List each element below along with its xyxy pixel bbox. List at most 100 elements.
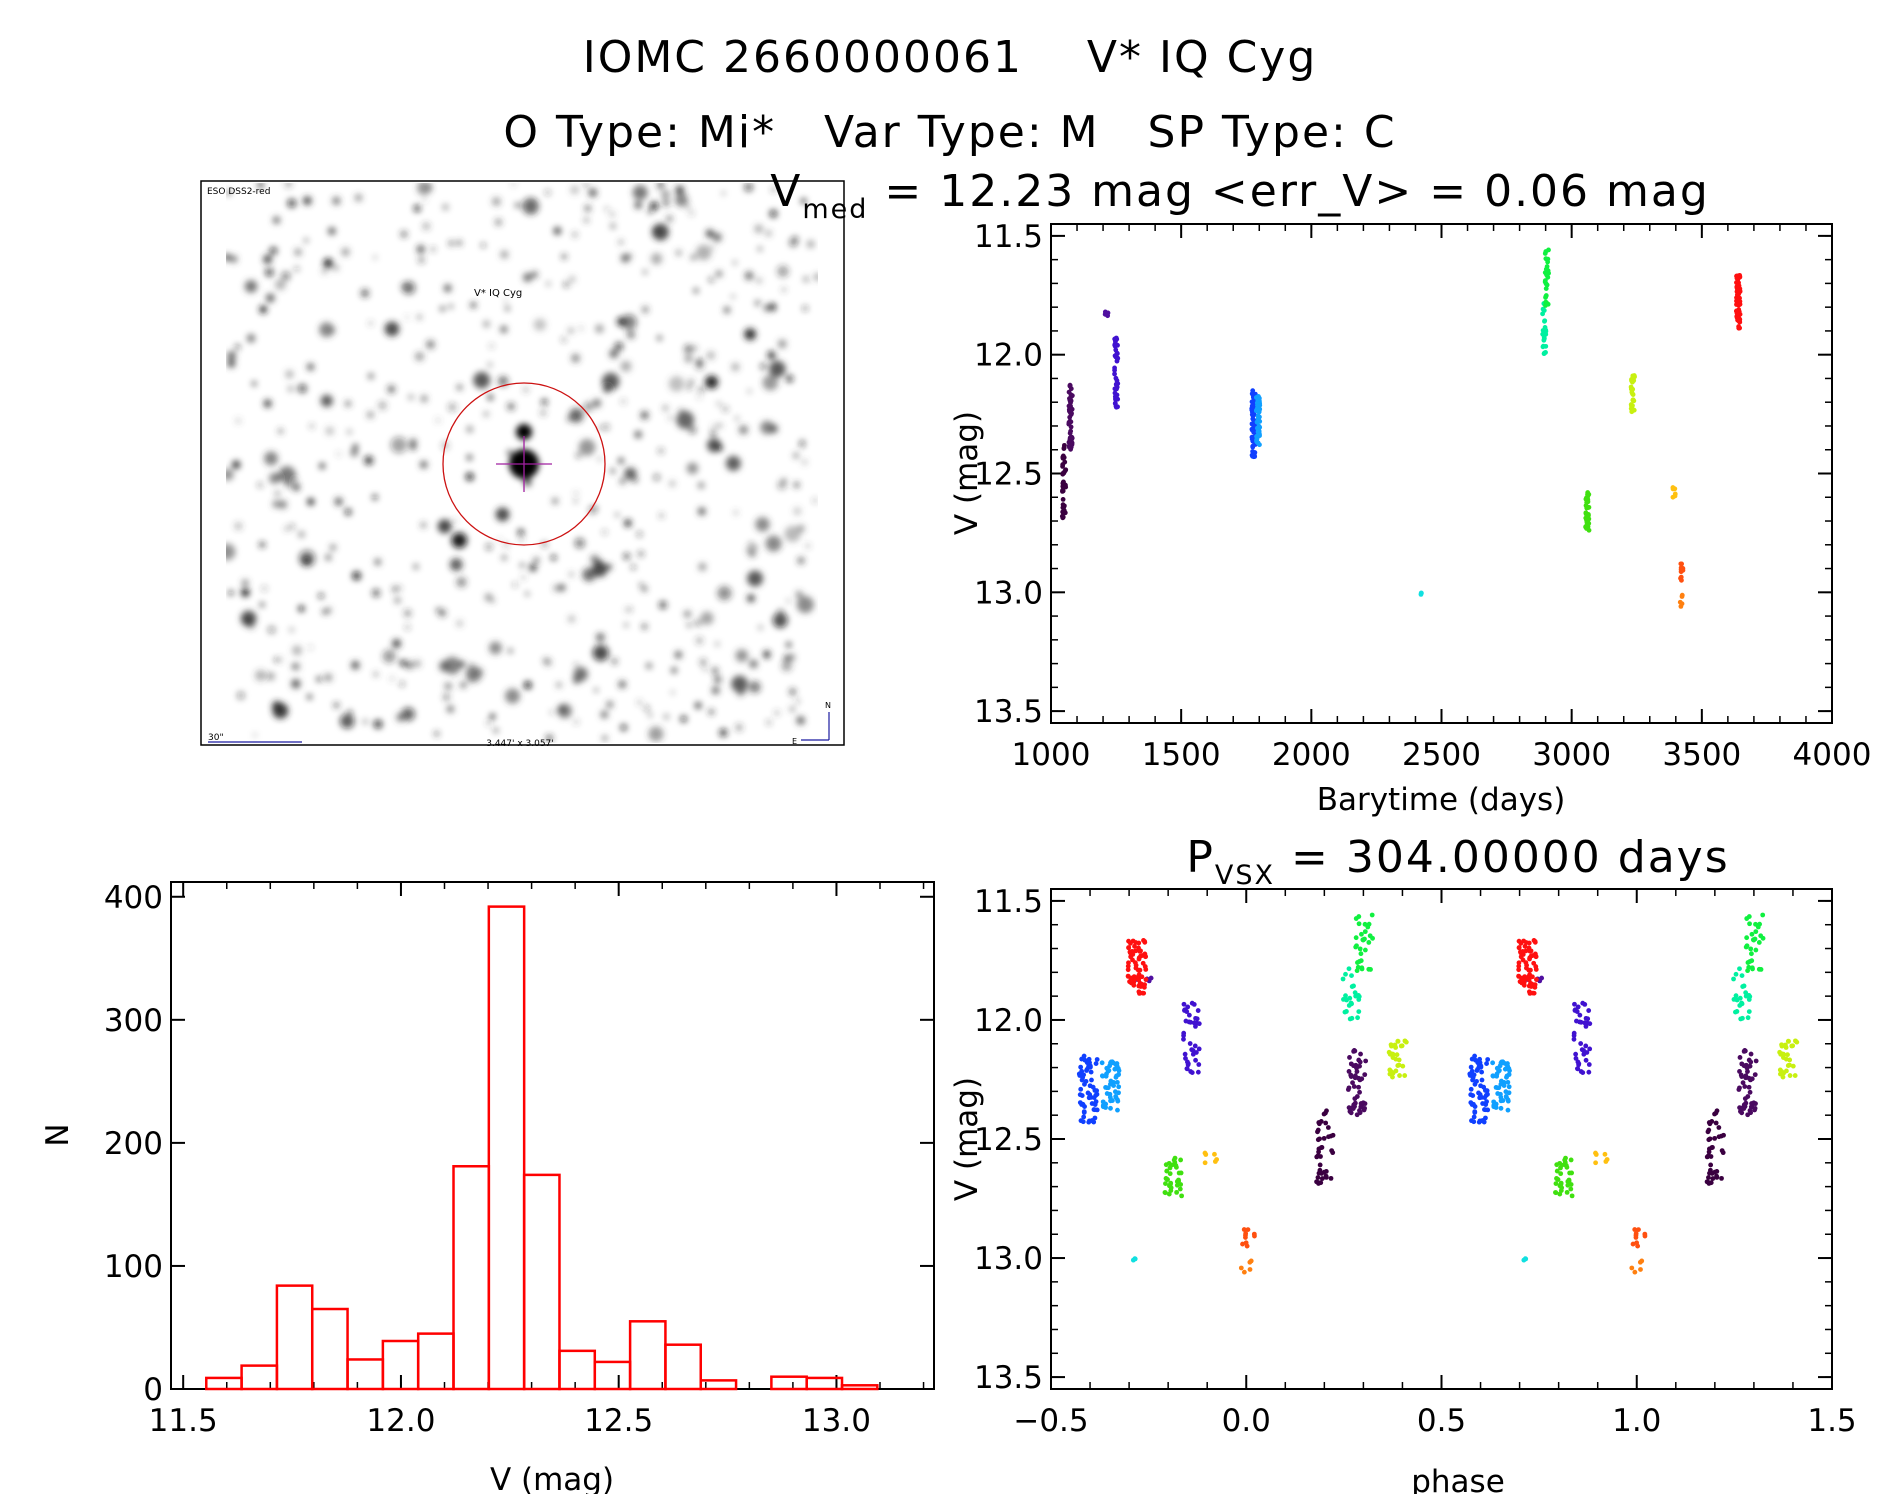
star bbox=[508, 649, 513, 653]
star bbox=[574, 491, 578, 496]
star bbox=[486, 721, 491, 725]
data-point bbox=[1710, 1145, 1715, 1150]
histogram-bar bbox=[240, 1364, 279, 1391]
data-point bbox=[1506, 1084, 1512, 1090]
data-point bbox=[1541, 308, 1547, 313]
data-point bbox=[1734, 302, 1739, 307]
star bbox=[606, 701, 614, 709]
data-point bbox=[1781, 1055, 1786, 1060]
star bbox=[569, 408, 584, 423]
data-point bbox=[1583, 510, 1589, 516]
star bbox=[230, 255, 238, 263]
data-point bbox=[1132, 943, 1137, 949]
y-tick-label: 12.0 bbox=[974, 338, 1043, 374]
data-point bbox=[1593, 1150, 1598, 1156]
data-point bbox=[1077, 1073, 1083, 1078]
star bbox=[668, 416, 673, 420]
data-point bbox=[1093, 1061, 1099, 1066]
star bbox=[546, 281, 551, 287]
star bbox=[339, 713, 355, 729]
target-aperture-circle bbox=[442, 382, 606, 546]
data-point bbox=[1136, 955, 1142, 961]
star bbox=[287, 385, 294, 392]
star bbox=[440, 306, 445, 311]
data-point bbox=[1195, 1069, 1201, 1075]
star bbox=[316, 676, 322, 682]
data-point bbox=[1315, 1129, 1320, 1135]
star bbox=[422, 222, 431, 231]
data-point bbox=[1629, 378, 1634, 384]
star bbox=[634, 201, 642, 209]
data-point bbox=[1255, 394, 1261, 399]
data-point bbox=[1558, 1171, 1564, 1177]
star bbox=[616, 317, 626, 327]
star bbox=[684, 344, 693, 354]
data-point bbox=[1136, 989, 1142, 995]
star bbox=[557, 703, 572, 719]
data-point bbox=[1586, 1069, 1592, 1075]
star bbox=[392, 639, 401, 648]
data-point bbox=[1361, 1107, 1367, 1113]
data-point bbox=[1718, 1133, 1724, 1139]
data-point bbox=[1738, 1109, 1743, 1114]
data-point bbox=[1706, 1137, 1712, 1143]
data-point bbox=[1503, 1062, 1509, 1067]
star bbox=[324, 673, 333, 682]
star bbox=[319, 322, 334, 338]
star bbox=[731, 294, 735, 299]
data-point bbox=[1706, 1153, 1711, 1159]
data-point bbox=[1735, 297, 1741, 303]
data-point bbox=[1181, 1036, 1186, 1042]
data-point bbox=[1356, 1009, 1362, 1014]
data-point bbox=[1359, 966, 1365, 972]
star bbox=[413, 564, 419, 570]
figure-subtitle: O Type: Mi* Var Type: M SP Type: C bbox=[503, 107, 1396, 158]
star bbox=[398, 586, 402, 590]
star bbox=[485, 543, 493, 551]
data-point bbox=[1737, 966, 1742, 972]
data-point bbox=[1104, 311, 1110, 317]
star bbox=[568, 615, 576, 623]
data-point bbox=[1396, 1057, 1402, 1063]
star bbox=[662, 199, 670, 207]
star bbox=[228, 590, 234, 596]
data-point bbox=[1363, 1058, 1369, 1064]
star bbox=[600, 710, 609, 719]
data-point bbox=[1347, 1055, 1352, 1060]
star bbox=[444, 682, 453, 691]
star bbox=[418, 256, 425, 264]
data-point bbox=[1212, 1151, 1217, 1157]
star bbox=[671, 667, 678, 674]
data-point bbox=[1516, 967, 1522, 973]
star bbox=[676, 250, 682, 256]
x-tick-label: 2000 bbox=[1272, 737, 1351, 773]
data-point bbox=[1582, 1020, 1588, 1026]
data-point bbox=[1558, 1181, 1564, 1187]
data-point bbox=[1571, 1030, 1577, 1036]
data-point bbox=[1125, 967, 1131, 973]
star bbox=[529, 563, 537, 572]
data-point bbox=[1745, 1015, 1751, 1021]
y-tick-label: 13.0 bbox=[974, 575, 1043, 611]
data-point bbox=[1573, 1055, 1579, 1061]
data-point bbox=[1357, 1077, 1363, 1083]
star bbox=[619, 478, 626, 484]
y-tick-label: 12.5 bbox=[974, 457, 1043, 493]
star bbox=[693, 288, 699, 293]
star bbox=[744, 271, 754, 281]
data-point bbox=[1418, 590, 1424, 596]
data-point bbox=[1060, 471, 1066, 477]
data-point bbox=[1741, 1106, 1747, 1111]
data-point bbox=[1737, 1055, 1743, 1060]
star bbox=[688, 426, 697, 434]
star bbox=[631, 564, 636, 570]
data-point bbox=[1794, 1039, 1800, 1045]
star bbox=[716, 444, 724, 452]
data-point bbox=[1250, 443, 1256, 449]
star bbox=[456, 384, 463, 391]
data-point bbox=[1185, 1059, 1190, 1065]
star bbox=[620, 253, 630, 263]
star bbox=[323, 258, 333, 268]
histogram-bar bbox=[770, 1375, 808, 1391]
y-tick-label: 12.5 bbox=[974, 1122, 1043, 1158]
